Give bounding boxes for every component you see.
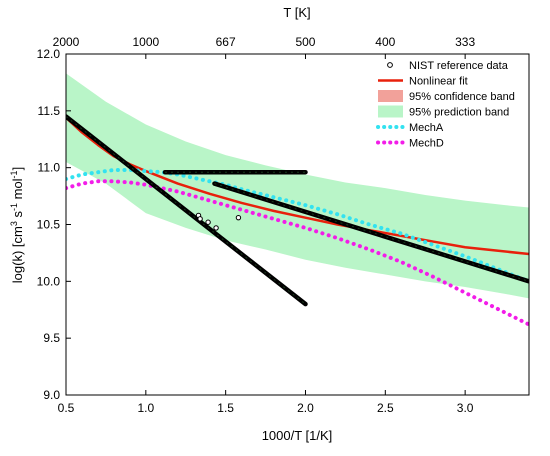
top-axis-title: T [K] — [283, 5, 310, 20]
x-tick-label: 2.5 — [377, 401, 394, 415]
legend-label: 95% confidence band — [409, 91, 515, 103]
y-axis-title-sup: -1 — [9, 170, 19, 178]
legend-label: Nonlinear fit — [409, 76, 468, 88]
axes-layer: 0.5 1.0 1.5 2.0 2.5 3.0 9.0 9.5 10.0 10.5 11.0 11.5… — [37, 35, 476, 415]
y-tick-label: 9.0 — [43, 388, 60, 402]
bands-layer — [66, 73, 529, 299]
top-tick-label: 500 — [295, 35, 315, 49]
top-tick-label: 2000 — [53, 35, 80, 49]
mecha-line — [66, 167, 529, 284]
x-tick-label: 2.0 — [297, 401, 314, 415]
x-tick-label: 3.0 — [457, 401, 474, 415]
top-tick-label: 333 — [455, 35, 475, 49]
plot-area — [66, 73, 529, 327]
y-tick-label: 11.0 — [38, 161, 61, 175]
markers-layer — [66, 114, 529, 307]
y-tick-label: 11.5 — [38, 104, 61, 118]
nist-data-point — [213, 225, 219, 231]
nist-data-point — [197, 216, 203, 222]
nist-data-point — [235, 214, 242, 221]
nist-data-point — [205, 219, 211, 225]
y-tick-label: 10.0 — [37, 274, 61, 288]
y-axis-title-sup: 3 — [9, 221, 19, 226]
y-tick-label: 10.5 — [37, 218, 61, 232]
x-tick-label: 1.5 — [217, 401, 234, 415]
legend: NIST reference data Nonlinear fit 95% conf… — [376, 60, 515, 150]
top-tick-label: 1000 — [132, 35, 159, 49]
legend-marker-nist — [387, 62, 393, 68]
top-tick-label: 400 — [375, 35, 395, 49]
legend-label: NIST reference data — [409, 60, 509, 72]
x-tick-label: 0.5 — [58, 401, 75, 415]
legend-marker-band — [378, 105, 403, 118]
y-tick-label: 12.0 — [37, 47, 61, 61]
y-axis-title-part: ] — [10, 167, 25, 171]
x-tick-label: 1.0 — [137, 401, 154, 415]
legend-marker-band — [378, 90, 403, 102]
y-axis-title: log(k) [cm3 s-1 mol-1] — [9, 167, 25, 283]
x-axis-title: 1000/T [1/K] — [262, 428, 333, 443]
nist-data-line-highlight — [214, 183, 529, 282]
mechd-line — [66, 179, 529, 327]
legend-label: MechD — [409, 138, 444, 150]
y-axis-title-part: log(k) [cm — [10, 226, 25, 283]
top-tick-label: 667 — [216, 35, 236, 49]
nist-data-line-highlight — [66, 116, 306, 305]
y-tick-label: 9.5 — [43, 331, 60, 345]
legend-label: MechA — [409, 122, 444, 134]
y-axis-title-sup: -1 — [9, 203, 19, 211]
prediction-band — [66, 73, 529, 299]
y-axis-title-part: s — [10, 211, 25, 222]
y-axis-title-part: mol — [10, 178, 25, 203]
legend-label: 95% prediction band — [409, 107, 509, 119]
